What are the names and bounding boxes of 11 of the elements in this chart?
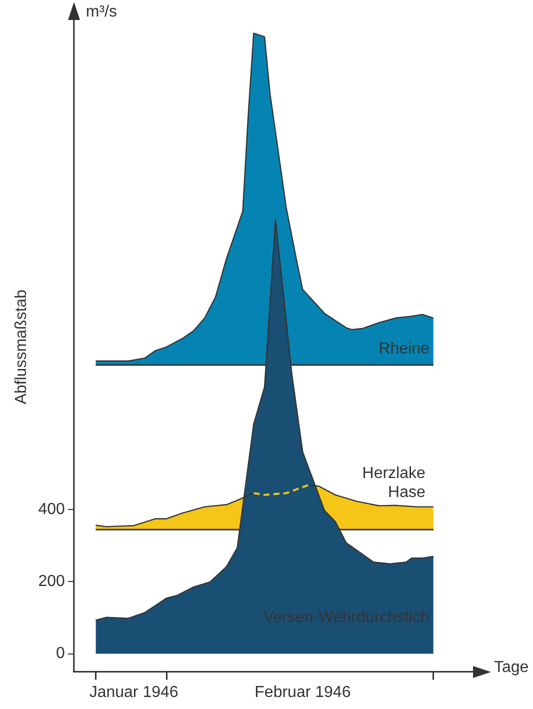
text: m³/s <box>86 3 118 20</box>
series-label: Rheine <box>378 340 430 358</box>
series-label: Versen-Wehrdurchstich <box>263 609 430 626</box>
x-tick-label: Februar 1946 <box>254 684 351 701</box>
y-axis-title: Abflussmaßstab <box>13 289 30 404</box>
series-label: Herzlake Hase <box>362 465 426 502</box>
y-tick-label: 400 <box>38 500 65 518</box>
y-tick-label: 0 <box>56 645 65 662</box>
x-axis-title: Tage <box>494 659 529 676</box>
y-tick-label: 200 <box>38 572 65 590</box>
x-tick-label: Januar 1946 <box>89 684 178 701</box>
